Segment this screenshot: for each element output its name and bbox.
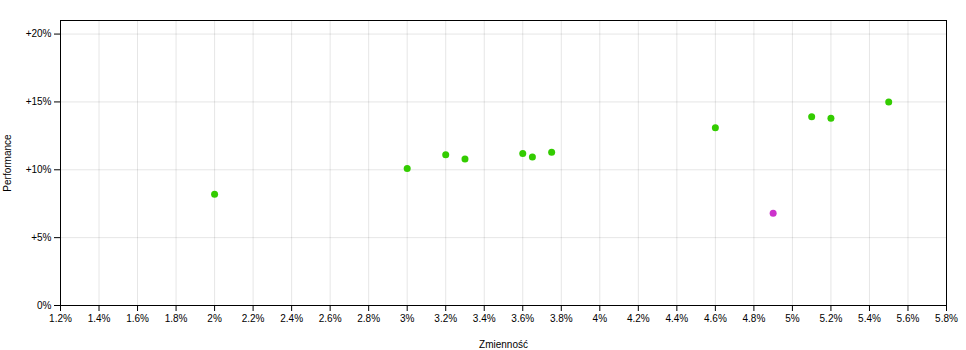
- svg-text:1.4%: 1.4%: [88, 313, 111, 324]
- svg-text:5.8%: 5.8%: [935, 313, 958, 324]
- svg-text:4.4%: 4.4%: [665, 313, 688, 324]
- svg-text:Performance: Performance: [2, 134, 13, 192]
- svg-text:3.2%: 3.2%: [434, 313, 457, 324]
- svg-text:5.4%: 5.4%: [858, 313, 881, 324]
- svg-text:1.8%: 1.8%: [165, 313, 188, 324]
- svg-text:2.6%: 2.6%: [319, 313, 342, 324]
- svg-text:5.2%: 5.2%: [820, 313, 843, 324]
- svg-text:+20%: +20%: [26, 28, 52, 39]
- svg-text:+15%: +15%: [26, 96, 52, 107]
- svg-text:1.6%: 1.6%: [126, 313, 149, 324]
- svg-text:Zmienność: Zmienność: [479, 339, 528, 350]
- svg-text:4%: 4%: [593, 313, 608, 324]
- svg-text:5.6%: 5.6%: [897, 313, 920, 324]
- svg-text:3%: 3%: [400, 313, 415, 324]
- svg-text:3.8%: 3.8%: [550, 313, 573, 324]
- svg-text:+5%: +5%: [31, 232, 51, 243]
- svg-text:1.2%: 1.2%: [49, 313, 72, 324]
- svg-text:4.6%: 4.6%: [704, 313, 727, 324]
- svg-text:2.4%: 2.4%: [280, 313, 303, 324]
- svg-text:2.2%: 2.2%: [242, 313, 265, 324]
- svg-text:4.8%: 4.8%: [742, 313, 765, 324]
- svg-text:3.6%: 3.6%: [511, 313, 534, 324]
- svg-text:2%: 2%: [207, 313, 222, 324]
- svg-text:0%: 0%: [37, 300, 52, 311]
- svg-text:4.2%: 4.2%: [627, 313, 650, 324]
- svg-text:5%: 5%: [785, 313, 800, 324]
- svg-text:3.4%: 3.4%: [473, 313, 496, 324]
- svg-text:+10%: +10%: [26, 164, 52, 175]
- svg-text:2.8%: 2.8%: [357, 313, 380, 324]
